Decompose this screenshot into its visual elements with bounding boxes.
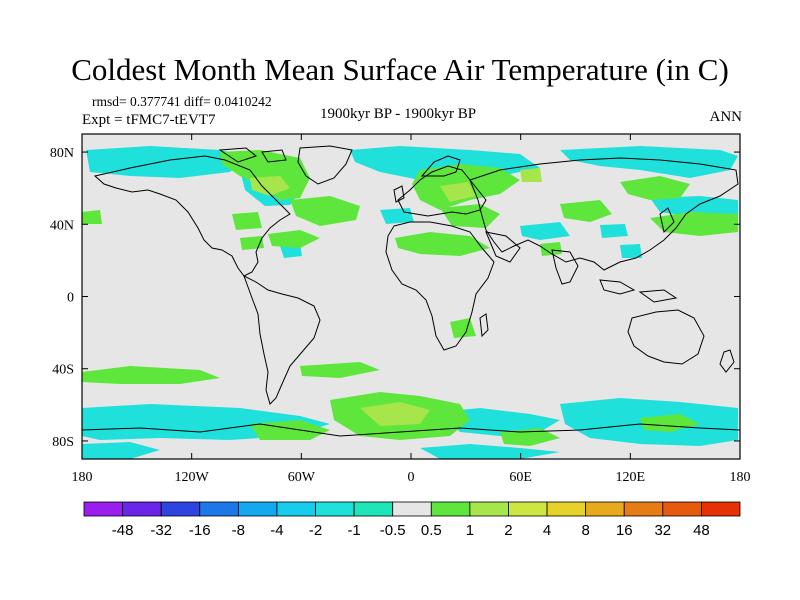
colorbar-swatch [276, 501, 316, 517]
colorbar-swatch [701, 501, 741, 517]
lon-tick-label: 120E [616, 470, 646, 485]
colorbar-label: 32 [654, 522, 671, 539]
colorbar-swatch [469, 501, 509, 517]
colorbar-label: -1 [347, 522, 360, 539]
colorbar-swatch [315, 501, 355, 517]
colorbar-swatch [392, 501, 432, 517]
lat-tick-label: 40N [50, 218, 74, 233]
colorbar-swatch [546, 501, 587, 517]
colorbar-label: -2 [309, 522, 322, 539]
lon-tick-label: 120W [175, 470, 210, 485]
colorbar: -48 -32 -16 -8 -4 -2 -1 -0.5 0.5 1 2 4 8 16 32 48 [83, 501, 741, 539]
lat-tick-label: 80N [50, 146, 74, 161]
colorbar-label: 16 [616, 522, 633, 539]
lon-tick-label: 60E [509, 470, 532, 485]
colorbar-label: -48 [112, 522, 134, 539]
stats-label: rmsd= 0.377741 diff= 0.0410242 [92, 94, 272, 109]
colorbar-swatch [430, 501, 471, 517]
colorbar-swatch [508, 501, 548, 517]
colorbar-label: 4 [543, 522, 551, 539]
anomaly-field [82, 145, 740, 459]
lat-tick-label: 0 [67, 291, 74, 306]
colorbar-label: -32 [150, 522, 172, 539]
lon-tick-label: 180 [730, 470, 751, 485]
colorbar-swatch [199, 501, 239, 517]
strong-warm-anomaly-regions [250, 168, 542, 426]
season-label: ANN [709, 109, 743, 125]
longitude-axis: 180 120W 60W 0 60E 120E 180 [72, 134, 751, 485]
colorbar-label: -8 [232, 522, 245, 539]
colorbar-label: -0.5 [380, 522, 406, 539]
coastlines [82, 145, 740, 437]
latitude-axis: 80N 40N 0 40S 80S [50, 146, 740, 450]
lat-tick-label: 40S [52, 363, 74, 378]
colorbar-swatch [160, 501, 201, 517]
colorbar-swatch [585, 501, 625, 517]
colorbar-label: 8 [581, 522, 589, 539]
colorbar-label: -4 [270, 522, 283, 539]
lon-tick-label: 60W [288, 470, 316, 485]
colorbar-swatch [83, 501, 123, 517]
map-title: Coldest Month Mean Surface Air Temperatu… [71, 52, 729, 87]
colorbar-swatch [122, 501, 162, 517]
lat-tick-label: 80S [52, 435, 74, 450]
lon-tick-label: 180 [72, 470, 93, 485]
colorbar-label: 1 [466, 522, 474, 539]
colorbar-swatch [237, 501, 278, 517]
lon-tick-label: 0 [408, 470, 415, 485]
colorbar-swatch [662, 501, 702, 517]
colorbar-label: 48 [693, 522, 710, 539]
experiment-label: Expt = tFMC7-tEVT7 [82, 112, 216, 128]
colorbar-label: 0.5 [421, 522, 442, 539]
period-label: 1900kyr BP - 1900kyr BP [320, 106, 477, 122]
colorbar-swatch [353, 501, 394, 517]
colorbar-label: 2 [504, 522, 512, 539]
colorbar-label: -16 [189, 522, 211, 539]
colorbar-swatch [623, 501, 664, 517]
